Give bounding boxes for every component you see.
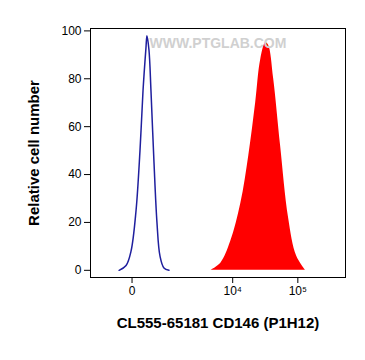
svg-text:60: 60 — [68, 120, 82, 134]
svg-text:0: 0 — [129, 284, 136, 298]
svg-text:0: 0 — [75, 263, 82, 277]
svg-text:10⁵: 10⁵ — [289, 284, 307, 298]
svg-text:40: 40 — [68, 167, 82, 181]
svg-text:CL555-65181 CD146 (P1H12): CL555-65181 CD146 (P1H12) — [117, 314, 320, 331]
svg-text:100: 100 — [61, 24, 81, 38]
svg-text:10⁴: 10⁴ — [223, 284, 242, 298]
svg-text:80: 80 — [68, 72, 82, 86]
svg-text:20: 20 — [68, 215, 82, 229]
svg-text:WWW.PTGLAB.COM: WWW.PTGLAB.COM — [150, 35, 287, 51]
svg-text:Relative cell number: Relative cell number — [25, 80, 42, 226]
